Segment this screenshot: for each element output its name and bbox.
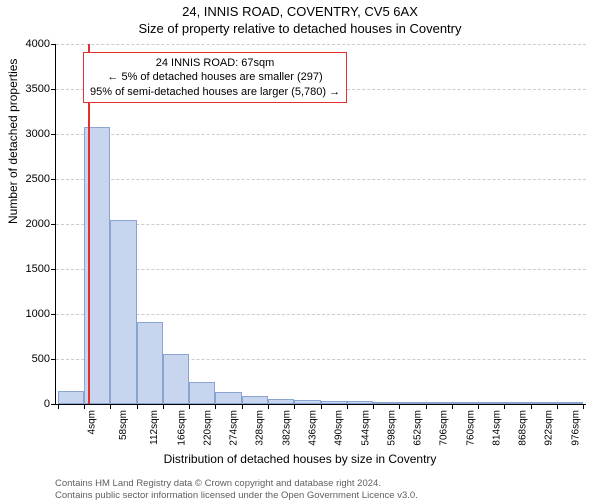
histogram-bar: [242, 396, 268, 404]
gridline: [56, 134, 586, 135]
histogram-bar: [321, 401, 347, 404]
xtick-label: 328sqm: [255, 410, 266, 446]
xtick-label: 4sqm: [86, 410, 97, 434]
xtick-mark: [189, 404, 190, 409]
xtick-mark: [557, 404, 558, 409]
xtick-mark: [215, 404, 216, 409]
ytick-mark: [51, 179, 56, 180]
xtick-label: 436sqm: [308, 410, 319, 446]
xtick-label: 760sqm: [465, 410, 476, 446]
ytick-label: 1000: [8, 308, 50, 320]
annotation-line-2: ← 5% of detached houses are smaller (297…: [90, 70, 340, 84]
xtick-label: 220sqm: [203, 410, 214, 446]
xtick-mark: [531, 404, 532, 409]
xtick-mark: [268, 404, 269, 409]
ytick-label: 2500: [8, 173, 50, 185]
xtick-label: 112sqm: [149, 410, 160, 445]
ytick-mark: [51, 89, 56, 90]
xtick-mark: [242, 404, 243, 409]
xtick-label: 544sqm: [360, 410, 371, 446]
xtick-mark: [58, 404, 59, 409]
xtick-mark: [452, 404, 453, 409]
histogram-bar: [110, 220, 136, 405]
histogram-bar: [215, 392, 241, 404]
histogram-bar: [478, 402, 504, 404]
chart-subtitle: Size of property relative to detached ho…: [0, 21, 600, 36]
x-axis-label: Distribution of detached houses by size …: [0, 452, 600, 466]
histogram-bar: [347, 401, 373, 404]
xtick-mark: [163, 404, 164, 409]
histogram-bar: [137, 322, 163, 404]
xtick-mark: [583, 404, 584, 409]
xtick-mark: [426, 404, 427, 409]
ytick-label: 1500: [8, 263, 50, 275]
xtick-mark: [373, 404, 374, 409]
xtick-label: 58sqm: [118, 410, 129, 440]
xtick-label: 976sqm: [570, 410, 581, 446]
histogram-bar: [268, 399, 294, 404]
xtick-label: 598sqm: [386, 410, 397, 446]
gridline: [56, 179, 586, 180]
ytick-label: 4000: [8, 38, 50, 50]
ytick-label: 500: [8, 353, 50, 365]
histogram-bar: [399, 402, 425, 404]
ytick-mark: [51, 404, 56, 405]
xtick-mark: [110, 404, 111, 409]
annotation-line-3: 95% of semi-detached houses are larger (…: [90, 85, 340, 99]
gridline: [56, 44, 586, 45]
histogram-bar: [58, 391, 84, 405]
credits-line-1: Contains HM Land Registry data © Crown c…: [55, 478, 590, 490]
histogram-bar: [452, 402, 478, 404]
credits-line-2: Contains public sector information licen…: [55, 490, 590, 502]
xtick-mark: [478, 404, 479, 409]
histogram-bar: [294, 400, 320, 404]
xtick-mark: [294, 404, 295, 409]
annotation-line-1: 24 INNIS ROAD: 67sqm: [90, 56, 340, 70]
xtick-mark: [84, 404, 85, 409]
xtick-mark: [399, 404, 400, 409]
histogram-bar: [557, 402, 583, 404]
xtick-mark: [137, 404, 138, 409]
xtick-label: 706sqm: [439, 410, 450, 446]
ytick-mark: [51, 224, 56, 225]
ytick-mark: [51, 359, 56, 360]
ytick-mark: [51, 314, 56, 315]
xtick-label: 868sqm: [518, 410, 529, 446]
ytick-label: 3500: [8, 83, 50, 95]
ytick-label: 2000: [8, 218, 50, 230]
credits: Contains HM Land Registry data © Crown c…: [55, 478, 590, 502]
histogram-bar: [426, 402, 452, 404]
histogram-bar: [163, 354, 189, 404]
ytick-label: 0: [8, 398, 50, 410]
histogram-bar: [504, 402, 530, 404]
xtick-mark: [347, 404, 348, 409]
xtick-label: 490sqm: [334, 410, 345, 446]
histogram-bar: [531, 402, 557, 404]
xtick-label: 166sqm: [176, 410, 187, 446]
annotation-box: 24 INNIS ROAD: 67sqm ← 5% of detached ho…: [83, 52, 347, 103]
ytick-mark: [51, 134, 56, 135]
ytick-mark: [51, 269, 56, 270]
page-title: 24, INNIS ROAD, COVENTRY, CV5 6AX: [0, 4, 600, 19]
xtick-label: 274sqm: [229, 410, 240, 446]
xtick-mark: [504, 404, 505, 409]
ytick-label: 3000: [8, 128, 50, 140]
histogram-bar: [189, 382, 215, 404]
ytick-mark: [51, 44, 56, 45]
xtick-label: 814sqm: [491, 410, 502, 446]
histogram-bar: [373, 402, 399, 404]
xtick-label: 382sqm: [281, 410, 292, 446]
xtick-mark: [321, 404, 322, 409]
xtick-label: 652sqm: [413, 410, 424, 446]
xtick-label: 922sqm: [544, 410, 555, 446]
